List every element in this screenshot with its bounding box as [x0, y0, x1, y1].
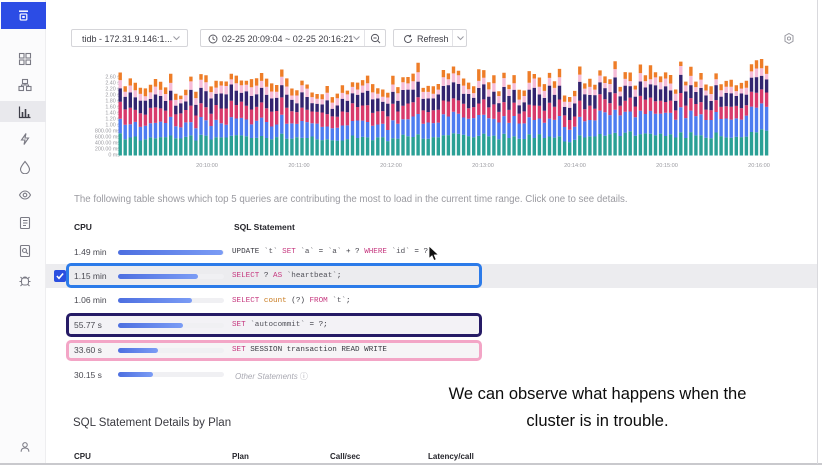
- svg-text:20:15:00: 20:15:00: [656, 163, 678, 169]
- svg-text:200.00 ms: 200.00 ms: [95, 147, 120, 153]
- svg-text:2.20 s: 2.20 s: [105, 87, 120, 93]
- svg-text:1.00 s: 1.00 s: [105, 123, 120, 129]
- svg-text:1.40 s: 1.40 s: [105, 111, 120, 117]
- svg-text:2.60 s: 2.60 s: [105, 75, 120, 81]
- svg-text:20:11:00: 20:11:00: [288, 163, 309, 169]
- svg-text:2.00 s: 2.00 s: [105, 93, 120, 99]
- svg-text:20:12:00: 20:12:00: [380, 163, 402, 169]
- svg-text:2.40 s: 2.40 s: [105, 81, 120, 87]
- svg-text:600.00 ms: 600.00 ms: [95, 135, 120, 141]
- svg-text:1.60 s: 1.60 s: [105, 105, 120, 111]
- svg-text:20:13:00: 20:13:00: [472, 163, 494, 169]
- svg-text:800.00 ms: 800.00 ms: [95, 129, 120, 135]
- svg-text:1.80 s: 1.80 s: [105, 99, 120, 105]
- svg-text:20:14:00: 20:14:00: [564, 163, 586, 169]
- svg-text:20:16:00: 20:16:00: [748, 163, 770, 169]
- svg-text:400.00 ms: 400.00 ms: [95, 141, 120, 147]
- svg-text:20:10:00: 20:10:00: [196, 163, 218, 169]
- svg-text:1.20 s: 1.20 s: [105, 117, 120, 123]
- svg-text:0 ms: 0 ms: [108, 153, 120, 159]
